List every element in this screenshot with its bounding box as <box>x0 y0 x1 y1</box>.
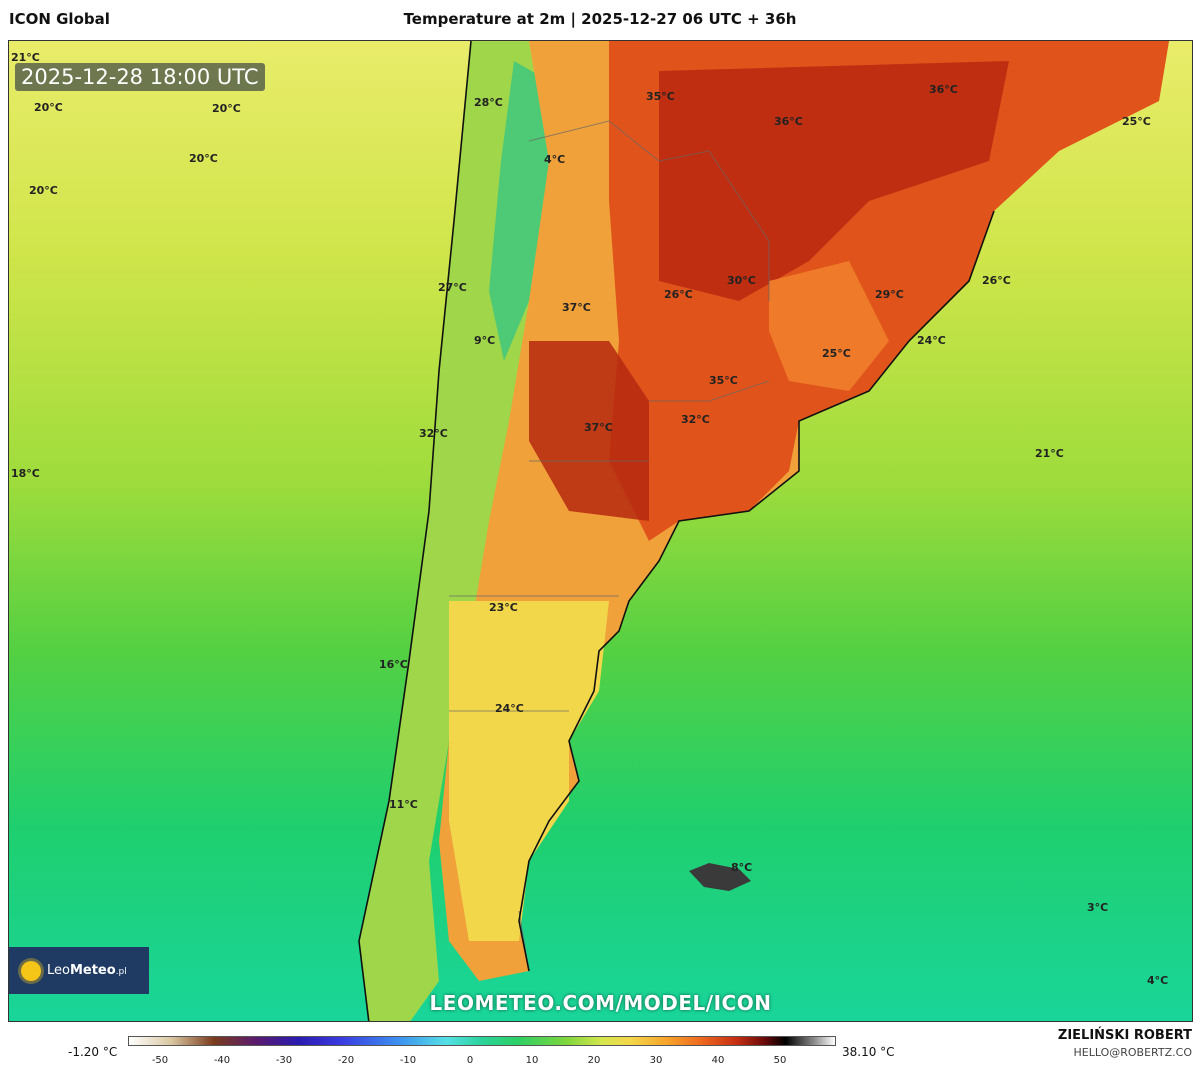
temp-label: 20°C <box>189 152 218 165</box>
min-temperature: -1.20 °C <box>68 1045 118 1059</box>
logo-brand-bold: Meteo <box>69 963 116 978</box>
sun-icon <box>21 960 41 981</box>
temp-label: 37°C <box>584 421 613 434</box>
colorbar-gradient <box>128 1036 836 1046</box>
temp-label: 20°C <box>34 101 63 114</box>
author-email[interactable]: HELLO@ROBERTZ.CO <box>1073 1046 1192 1059</box>
uruguay-region <box>769 261 889 391</box>
colorbar-tick: -10 <box>399 1055 417 1066</box>
temp-label: 27°C <box>438 281 467 294</box>
temp-label: 11°C <box>389 798 418 811</box>
temp-label: 26°C <box>982 274 1011 287</box>
patagonia-mild <box>449 601 609 941</box>
author-name: ZIELIŃSKI ROBERT <box>1057 1028 1192 1043</box>
valid-time-badge: 2025-12-28 18:00 UTC <box>15 63 265 91</box>
temp-label: 36°C <box>929 83 958 96</box>
chart-title: Temperature at 2m | 2025-12-27 06 UTC + … <box>403 10 797 28</box>
temp-label: 16°C <box>379 658 408 671</box>
temp-label: 24°C <box>917 334 946 347</box>
temp-label: 35°C <box>646 90 675 103</box>
temp-label: 28°C <box>474 96 503 109</box>
temp-label: 25°C <box>822 347 851 360</box>
model-name: ICON Global <box>9 10 110 28</box>
colorbar-tick: 20 <box>587 1055 601 1066</box>
temperature-map: 2025-12-28 18:00 UTC 21°C 20°C 20°C 20°C… <box>8 40 1193 1022</box>
colorbar-tick: -40 <box>213 1055 231 1066</box>
andes-cold <box>489 61 554 361</box>
temp-label: 29°C <box>875 288 904 301</box>
temp-label: 4°C <box>1147 974 1169 987</box>
colorbar-tick: 10 <box>525 1055 539 1066</box>
temp-label: 37°C <box>562 301 591 314</box>
watermark-url: LEOMETEO.COM/MODEL/ICON <box>429 991 772 1015</box>
pampas-hot <box>529 341 649 521</box>
colorbar-tick: 50 <box>773 1055 787 1066</box>
temp-label: 32°C <box>681 413 710 426</box>
temp-label: 32°C <box>419 427 448 440</box>
temp-label: 26°C <box>664 288 693 301</box>
temp-label: 4°C <box>544 153 566 166</box>
colorbar-tick: 30 <box>649 1055 663 1066</box>
temp-label: 21°C <box>11 51 40 64</box>
colorbar-tick: -50 <box>151 1055 169 1066</box>
logo-suffix: .pl <box>115 967 127 977</box>
map-layer <box>358 41 1169 1021</box>
temp-label: 35°C <box>709 374 738 387</box>
max-temperature: 38.10 °C <box>842 1045 895 1059</box>
core-hot <box>659 61 1009 301</box>
temp-label: 25°C <box>1122 115 1151 128</box>
temp-label: 20°C <box>29 184 58 197</box>
temp-label: 21°C <box>1035 447 1064 460</box>
colorbar-tick: 40 <box>711 1055 725 1066</box>
colorbar <box>128 1036 836 1046</box>
temp-label: 3°C <box>1087 901 1109 914</box>
temp-label: 18°C <box>11 467 40 480</box>
temp-label: 8°C <box>731 861 753 874</box>
temp-label: 20°C <box>212 102 241 115</box>
colorbar-tick: 0 <box>466 1055 474 1066</box>
country-border <box>449 120 770 972</box>
temp-label: 30°C <box>727 274 756 287</box>
temp-label: 9°C <box>474 334 496 347</box>
temp-label: 24°C <box>495 702 524 715</box>
logo-brand-light: Leo <box>47 963 70 978</box>
temp-label: 36°C <box>774 115 803 128</box>
colorbar-tick: -20 <box>337 1055 355 1066</box>
coastline <box>358 41 995 1021</box>
leometeo-logo[interactable]: LeoMeteo.pl <box>9 947 149 994</box>
colorbar-tick: -30 <box>275 1055 293 1066</box>
temp-label: 23°C <box>489 601 518 614</box>
falkland-islands <box>689 863 751 891</box>
